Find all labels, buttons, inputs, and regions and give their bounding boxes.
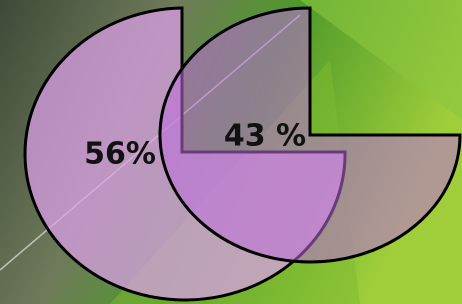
percent-label: 43 %	[224, 119, 306, 154]
page: 56% 43 % (() => { const data = JSON.pars…	[0, 0, 462, 304]
percent-label: 56%	[84, 137, 156, 172]
slide: 56% 43 %	[0, 0, 462, 304]
